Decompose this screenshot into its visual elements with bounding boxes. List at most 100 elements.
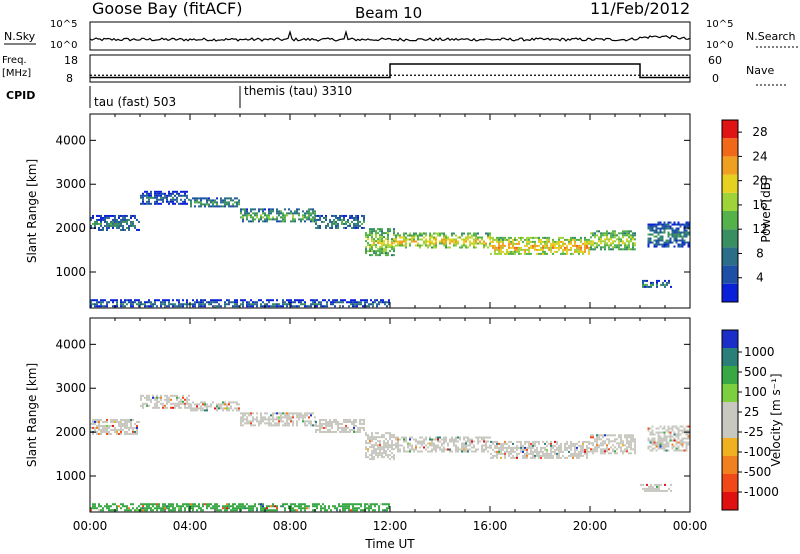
- echo-cell: [457, 236, 459, 239]
- echo-cell: [433, 246, 435, 249]
- echo-cell: [264, 303, 266, 306]
- echo-cell: [673, 449, 676, 452]
- echo-cell: [132, 432, 134, 435]
- echo-cell: [502, 246, 504, 249]
- echo-cell: [194, 199, 196, 202]
- echo-cell: [134, 301, 136, 304]
- echo-cell: [238, 503, 240, 506]
- echo-cell: [425, 234, 427, 237]
- echo-cell: [186, 305, 188, 308]
- echo-cell: [656, 483, 658, 486]
- echo-cell: [302, 218, 304, 221]
- echo-cell: [481, 448, 483, 451]
- echo-cell: [604, 448, 606, 451]
- echo-cell: [550, 448, 552, 451]
- echo-cell: [431, 234, 433, 237]
- echo-cell: [188, 198, 190, 201]
- echo-cell: [300, 509, 302, 512]
- echo-cell: [90, 301, 92, 304]
- echo-cell: [667, 449, 670, 452]
- echo-cell: [176, 299, 178, 302]
- echo-cell: [363, 426, 365, 429]
- echo-cell: [409, 232, 411, 235]
- echo-cell: [388, 505, 390, 508]
- echo-cell: [202, 403, 204, 406]
- echo-cell: [399, 240, 401, 243]
- echo-cell: [671, 235, 674, 238]
- echo-cell: [677, 239, 680, 242]
- echo-cell: [98, 222, 100, 225]
- echo-cell: [433, 442, 435, 445]
- echo-cell: [378, 509, 380, 512]
- echo-cell: [387, 246, 389, 249]
- echo-cell: [492, 442, 494, 445]
- echo-cell: [335, 214, 337, 217]
- echo-cell: [405, 244, 407, 247]
- echo-cell: [528, 236, 530, 239]
- echo-cell: [300, 507, 302, 510]
- echo-cell: [560, 246, 562, 249]
- echo-cell: [270, 218, 272, 221]
- echo-cell: [653, 239, 656, 242]
- echo-cell: [522, 456, 524, 459]
- echo-cell: [687, 243, 690, 246]
- echo-cell: [391, 238, 393, 241]
- echo-cell: [342, 299, 344, 302]
- echo-cell: [659, 441, 662, 444]
- echo-cell: [234, 299, 236, 302]
- echo-cell: [278, 212, 280, 215]
- echo-cell: [604, 442, 606, 445]
- echo-cell: [372, 301, 374, 304]
- echo-cell: [96, 420, 98, 423]
- echo-cell: [365, 454, 367, 457]
- echo-cell: [116, 432, 118, 435]
- echo-cell: [526, 452, 528, 455]
- echo-cell: [473, 440, 475, 443]
- echo-cell: [419, 234, 421, 237]
- echo-cell: [550, 250, 552, 253]
- echo-cell: [316, 507, 318, 510]
- echo-cell: [421, 234, 423, 237]
- echo-cell: [180, 507, 182, 510]
- echo-cell: [504, 238, 506, 241]
- echo-cell: [594, 236, 596, 239]
- echo-cell: [200, 409, 202, 412]
- echo-cell: [600, 246, 602, 249]
- echo-cell: [463, 450, 465, 453]
- echo-cell: [148, 398, 150, 401]
- echo-cell: [379, 452, 381, 455]
- echo-cell: [252, 305, 254, 308]
- echo-cell: [417, 234, 419, 237]
- echo-cell: [246, 418, 248, 421]
- echo-cell: [276, 424, 278, 427]
- echo-cell: [254, 505, 256, 508]
- echo-cell: [668, 487, 670, 490]
- echo-cell: [405, 450, 407, 453]
- echo-cell: [681, 449, 684, 452]
- echo-cell: [473, 244, 475, 247]
- echo-cell: [487, 446, 489, 449]
- echo-cell: [566, 238, 568, 241]
- echo-cell: [506, 250, 508, 253]
- echo-cell: [433, 238, 435, 241]
- echo-cell: [481, 444, 483, 447]
- echo-cell: [592, 244, 594, 247]
- echo-cell: [294, 218, 296, 221]
- echo-cell: [624, 448, 626, 451]
- echo-cell: [536, 252, 538, 255]
- echo-cell: [174, 202, 176, 205]
- echo-cell: [528, 250, 530, 253]
- echo-cell: [280, 418, 282, 421]
- echo-cell: [657, 433, 660, 436]
- echo-cell: [356, 507, 358, 510]
- echo-cell: [572, 452, 574, 455]
- echo-cell: [439, 440, 441, 443]
- echo-cell: [681, 425, 684, 428]
- echo-cell: [379, 238, 381, 241]
- echo-cell: [673, 433, 676, 436]
- echo-cell: [528, 240, 530, 243]
- echo-cell: [500, 236, 502, 239]
- echo-cell: [375, 452, 377, 455]
- echo-cell: [224, 201, 226, 204]
- echo-cell: [461, 232, 463, 235]
